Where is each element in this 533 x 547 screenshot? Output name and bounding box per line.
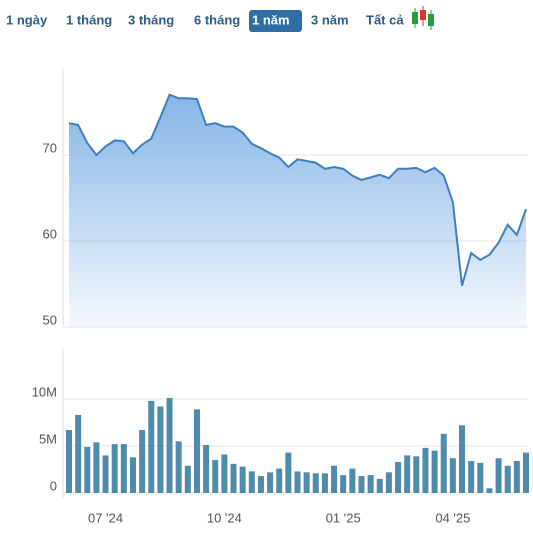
volume-bar <box>285 452 292 493</box>
volume-bar <box>230 463 237 493</box>
volume-bar <box>248 471 255 493</box>
volume-bar <box>468 461 475 493</box>
volume-bar <box>212 460 219 493</box>
volume-bar <box>303 472 310 493</box>
volume-bar <box>486 488 493 493</box>
volume-bar <box>75 414 82 493</box>
volume-bar <box>404 455 411 493</box>
volume-bar <box>385 472 392 493</box>
y-tick-label: 70 <box>43 140 57 155</box>
volume-bar <box>148 400 155 493</box>
tab[interactable]: Tất cả <box>366 12 404 27</box>
tab-selected <box>249 10 302 32</box>
volume-bar <box>102 455 109 493</box>
volume-bar <box>157 406 164 493</box>
y-tick-label: 0 <box>50 478 57 493</box>
volume-bar <box>193 409 200 493</box>
volume-bar <box>175 441 182 493</box>
volume-bar <box>139 430 146 493</box>
tab[interactable]: 3 năm <box>311 12 349 27</box>
volume-bar <box>395 461 402 493</box>
volume-bar <box>459 425 466 493</box>
volume-bar <box>340 475 347 493</box>
x-tick-label: 04 '25 <box>435 510 470 525</box>
candle-icon[interactable] <box>412 6 434 30</box>
volume-bar <box>166 398 173 493</box>
volume-bar <box>66 430 72 493</box>
volume-bar <box>221 454 228 493</box>
y-tick-label: 60 <box>43 226 57 241</box>
volume-bar <box>276 468 283 493</box>
volume-bar <box>504 465 511 493</box>
tab[interactable]: 3 tháng <box>128 12 174 27</box>
y-tick-label: 5M <box>39 431 57 446</box>
y-tick-label: 50 <box>43 312 57 327</box>
volume-bar <box>331 465 338 493</box>
tab[interactable]: 1 tháng <box>66 12 112 27</box>
x-tick-label: 10 '24 <box>207 510 242 525</box>
x-tick-label: 01 '25 <box>326 510 361 525</box>
volume-bar <box>449 458 456 493</box>
volume-bar <box>367 475 374 493</box>
volume-bar <box>120 444 127 493</box>
volume-bar <box>184 465 191 493</box>
volume-bar <box>257 476 264 493</box>
volume-bar <box>422 447 429 493</box>
tab[interactable]: 1 năm <box>252 12 290 27</box>
volume-bar <box>349 468 356 493</box>
volume-bar <box>239 466 246 493</box>
price-line <box>68 93 527 286</box>
tab[interactable]: 6 tháng <box>194 12 240 27</box>
area-fill <box>69 94 526 327</box>
tab[interactable]: 1 ngày <box>6 12 48 27</box>
y-tick-label: 10M <box>32 384 57 399</box>
volume-bar <box>111 444 118 493</box>
volume-bar <box>523 452 529 493</box>
volume-bar <box>203 445 210 493</box>
volume-bar <box>294 471 301 493</box>
volume-bar <box>495 458 502 493</box>
volume-bar <box>129 457 136 493</box>
volume-bar <box>413 456 420 493</box>
volume-bar <box>93 442 100 493</box>
volume-bar <box>358 476 365 493</box>
volume-bar <box>513 461 520 493</box>
volume-bar <box>84 446 91 493</box>
volume-bar <box>376 478 383 493</box>
volume-bar <box>440 433 447 493</box>
volume-bar <box>477 462 484 493</box>
volume-bar <box>312 473 319 493</box>
volume-bar <box>321 473 328 493</box>
volume-bar <box>267 472 274 493</box>
volume-bar <box>431 450 438 493</box>
x-tick-label: 07 '24 <box>88 510 123 525</box>
